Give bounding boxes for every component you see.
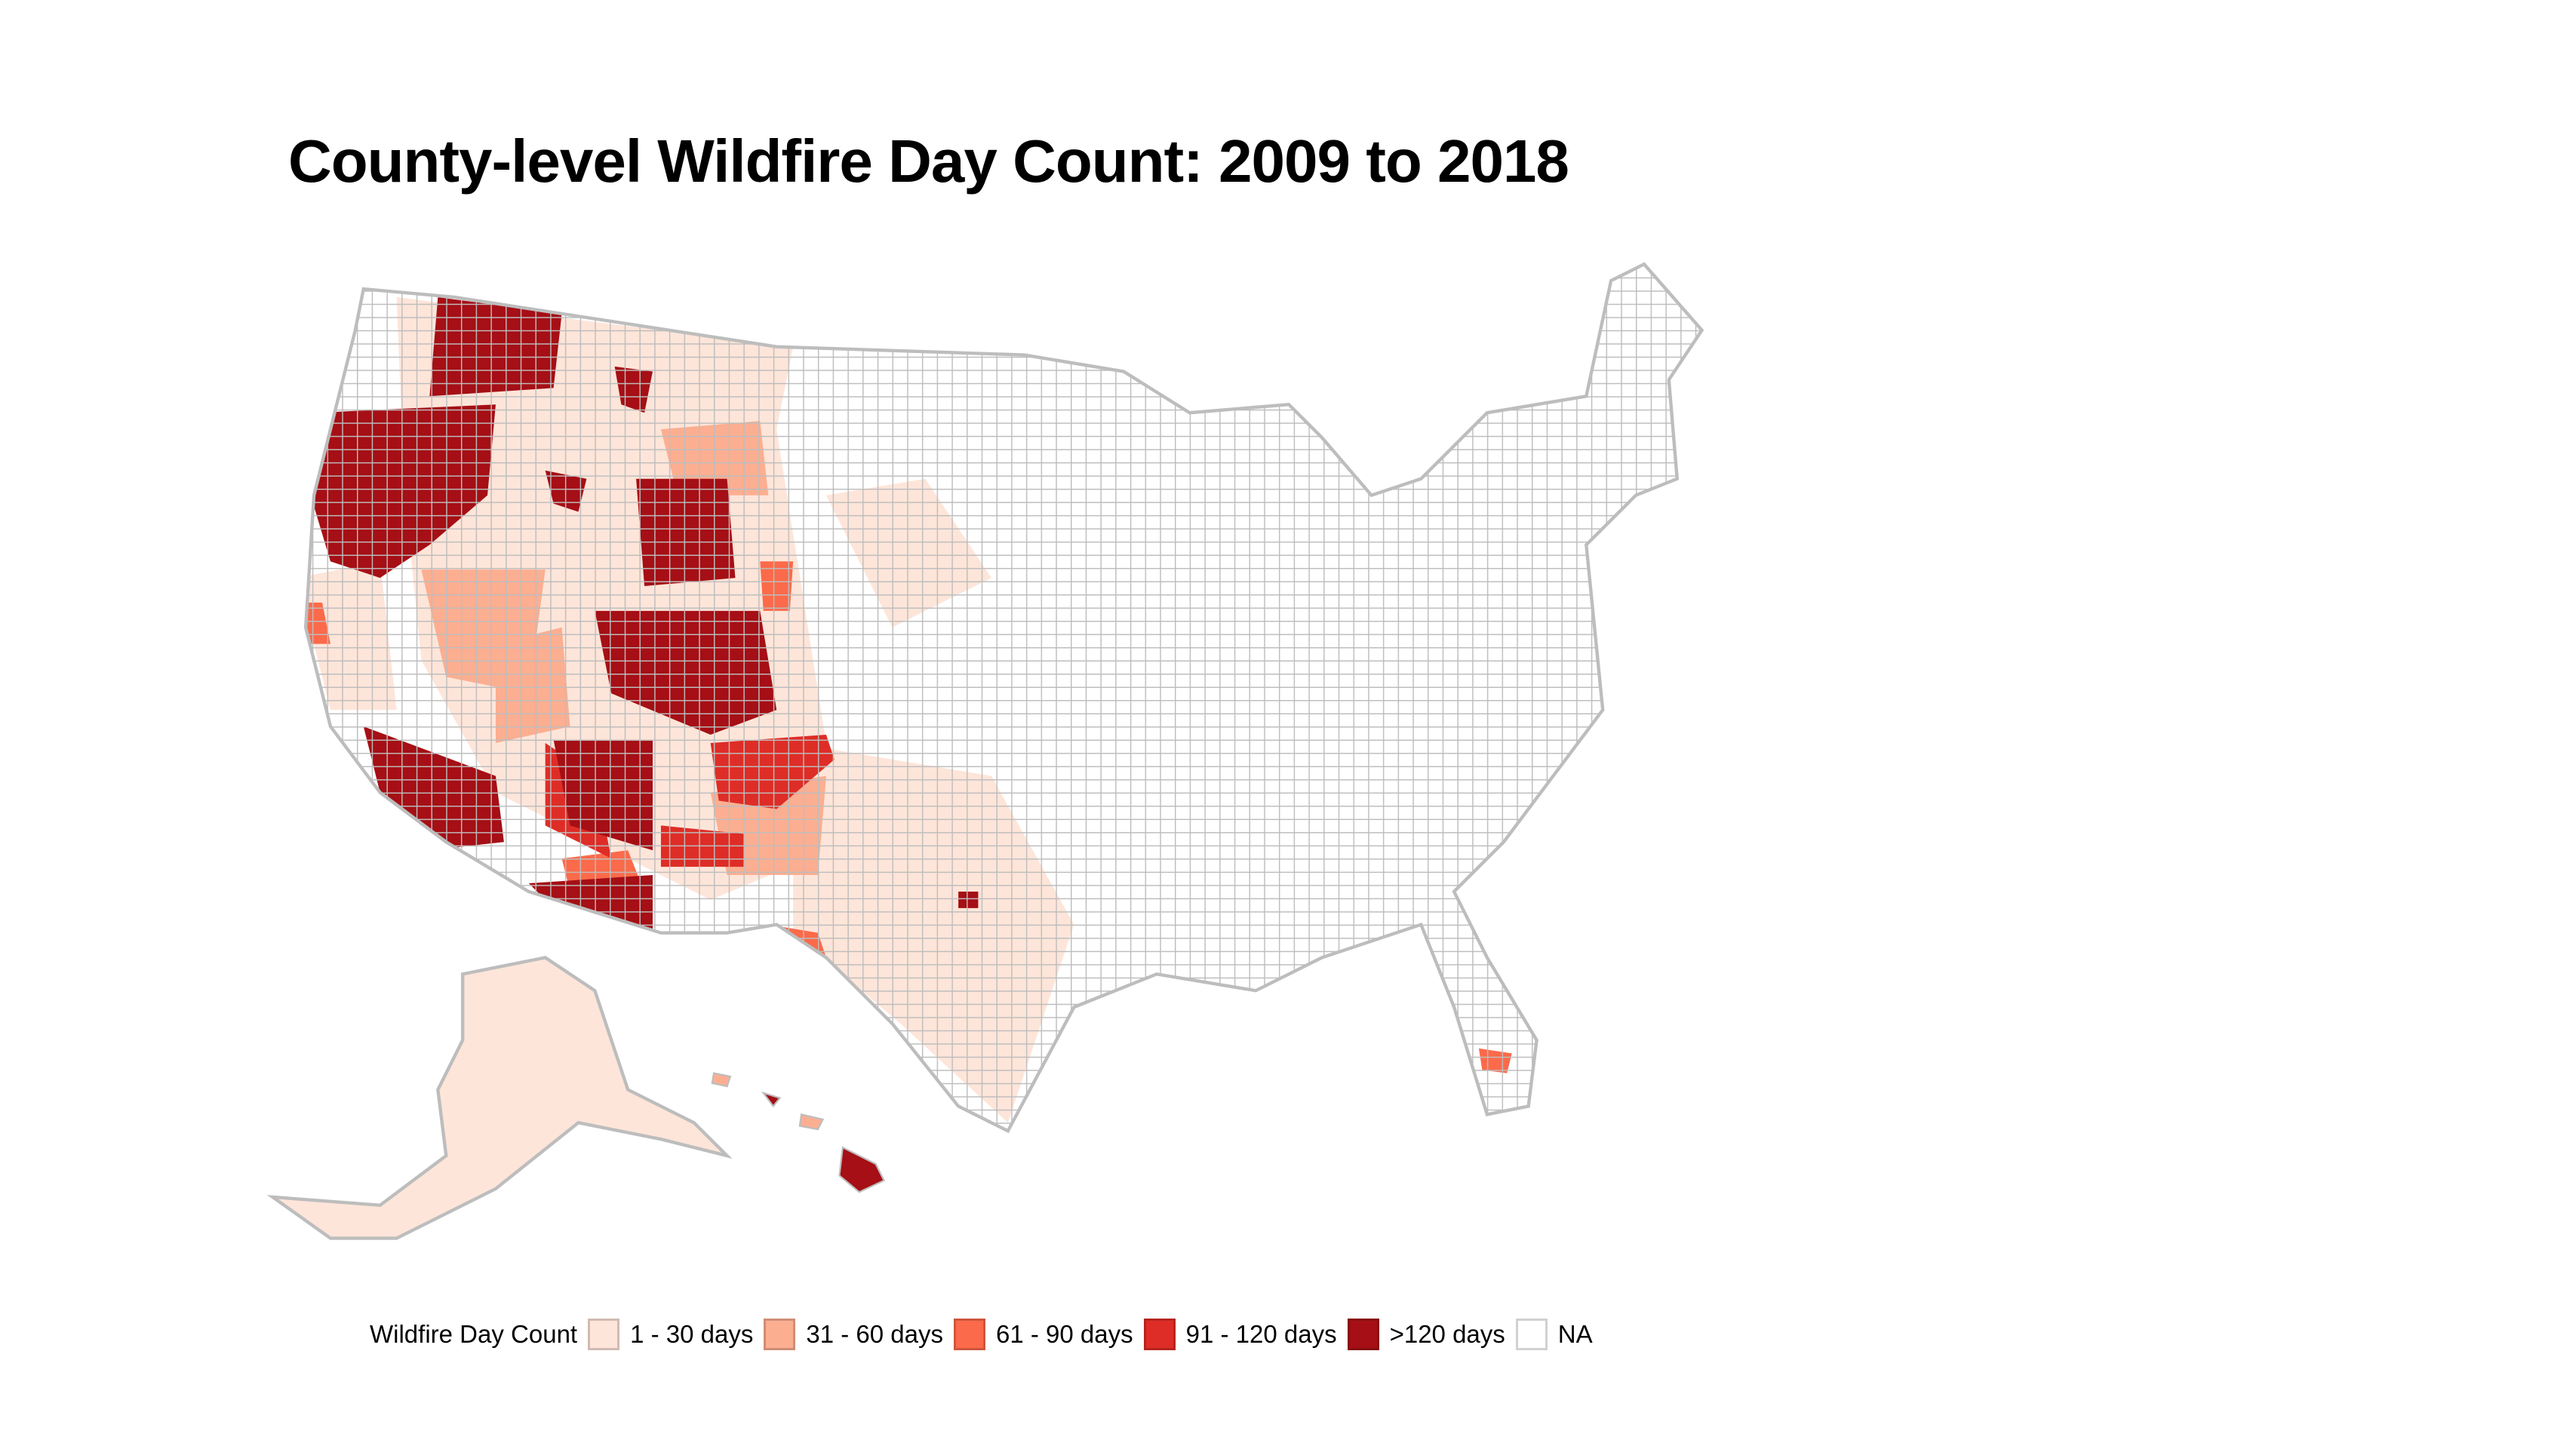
legend-label: 31 - 60 days <box>806 1320 943 1348</box>
legend-label: 91 - 120 days <box>1185 1320 1337 1348</box>
hawaii-island <box>838 1146 886 1193</box>
legend-item: 1 - 30 days <box>588 1319 753 1350</box>
legend-swatch <box>588 1319 620 1350</box>
legend: Wildfire Day Count 1 - 30 days 31 - 60 da… <box>370 1319 1603 1350</box>
alaska-shape <box>266 956 733 1240</box>
legend-item: 91 - 120 days <box>1143 1319 1337 1350</box>
legend-item: 31 - 60 days <box>764 1319 943 1350</box>
legend-swatch <box>1347 1319 1379 1350</box>
legend-swatch <box>764 1319 796 1350</box>
hawaii <box>711 1072 886 1193</box>
legend-swatch <box>953 1319 985 1350</box>
legend-label: NA <box>1557 1320 1593 1348</box>
hawaii-island <box>761 1091 782 1108</box>
legend-item: >120 days <box>1347 1319 1505 1350</box>
hawaii-island <box>711 1072 732 1088</box>
legend-item: 61 - 90 days <box>953 1319 1133 1350</box>
legend-label: 61 - 90 days <box>995 1320 1133 1348</box>
legend-title: Wildfire Day Count <box>370 1320 578 1348</box>
legend-swatch <box>1143 1319 1176 1350</box>
alaska <box>266 956 733 1240</box>
hawaii-island <box>798 1113 825 1131</box>
legend-swatch <box>1515 1319 1548 1350</box>
us-outline <box>303 262 1705 1134</box>
map-title: County-level Wildfire Day Count: 2009 to… <box>288 127 1569 195</box>
legend-label: >120 days <box>1389 1320 1505 1348</box>
legend-item: NA <box>1515 1319 1593 1350</box>
legend-label: 1 - 30 days <box>630 1320 754 1348</box>
